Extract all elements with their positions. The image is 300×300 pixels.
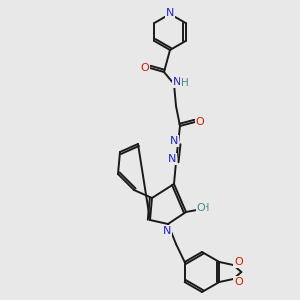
Text: N: N xyxy=(166,8,174,18)
Text: H: H xyxy=(181,78,189,88)
Text: O: O xyxy=(141,63,149,73)
Text: O: O xyxy=(196,117,204,127)
Text: O: O xyxy=(196,203,206,213)
Text: N: N xyxy=(170,136,178,146)
Text: H: H xyxy=(202,203,210,213)
Text: O: O xyxy=(234,277,243,287)
Text: N: N xyxy=(163,226,171,236)
Text: N: N xyxy=(173,77,181,87)
Text: N: N xyxy=(168,154,176,164)
Text: O: O xyxy=(234,257,243,267)
